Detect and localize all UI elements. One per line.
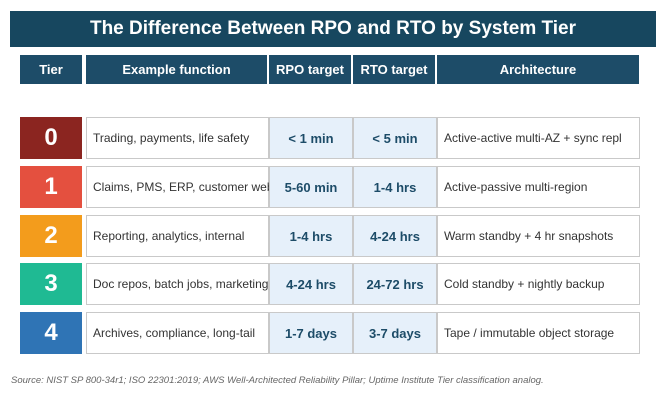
header-architecture: Architecture — [437, 55, 639, 84]
tier-badge: 4 — [20, 312, 82, 354]
rto-target-cell: 3-7 days — [353, 312, 437, 354]
rpo-target-cell: 4-24 hrs — [269, 263, 353, 305]
header-rto-target: RTO target — [353, 55, 435, 84]
rpo-target-cell: 1-4 hrs — [269, 215, 353, 257]
rpo-target-cell: 5-60 min — [269, 166, 353, 208]
header-tier: Tier — [20, 55, 82, 84]
rpo-target-cell: 1-7 days — [269, 312, 353, 354]
architecture-cell: Warm standby + 4 hr snapshots — [437, 215, 640, 257]
architecture-cell: Tape / immutable object storage — [437, 312, 640, 354]
tier-badge: 2 — [20, 215, 82, 257]
table-row: 3 Doc repos, batch jobs, marketing 4-24 … — [20, 263, 640, 305]
header-example-function: Example function — [86, 55, 267, 84]
rto-target-cell: < 5 min — [353, 117, 437, 159]
page-title: The Difference Between RPO and RTO by Sy… — [10, 11, 656, 47]
rto-target-cell: 24-72 hrs — [353, 263, 437, 305]
architecture-cell: Active-active multi-AZ + sync repl — [437, 117, 640, 159]
rto-target-cell: 1-4 hrs — [353, 166, 437, 208]
table-row: 1 Claims, PMS, ERP, customer web 5-60 mi… — [20, 166, 640, 208]
tier-badge: 0 — [20, 117, 82, 159]
header-rpo-target: RPO target — [269, 55, 351, 84]
example-function-cell: Trading, payments, life safety — [86, 117, 269, 159]
example-function-cell: Reporting, analytics, internal — [86, 215, 269, 257]
table-row: 2 Reporting, analytics, internal 1-4 hrs… — [20, 215, 640, 257]
table-row: 0 Trading, payments, life safety < 1 min… — [20, 117, 640, 159]
source-note: Source: NIST SP 800-34r1; ISO 22301:2019… — [11, 375, 544, 386]
tier-badge: 1 — [20, 166, 82, 208]
tier-badge: 3 — [20, 263, 82, 305]
rto-target-cell: 4-24 hrs — [353, 215, 437, 257]
example-function-cell: Doc repos, batch jobs, marketing — [86, 263, 269, 305]
table-row: 4 Archives, compliance, long-tail 1-7 da… — [20, 312, 640, 354]
example-function-cell: Archives, compliance, long-tail — [86, 312, 269, 354]
rpo-target-cell: < 1 min — [269, 117, 353, 159]
example-function-cell: Claims, PMS, ERP, customer web — [86, 166, 274, 208]
architecture-cell: Active-passive multi-region — [437, 166, 640, 208]
architecture-cell: Cold standby + nightly backup — [437, 263, 640, 305]
